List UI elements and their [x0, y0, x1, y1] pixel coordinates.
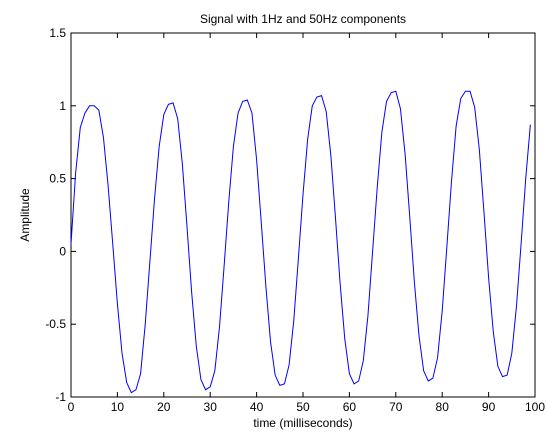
axis-ticks: 0 10 20 30 40 50 60 70 80 90 100 -1 -0.5 0 0.5 1 1.5 [45, 26, 545, 414]
y-tick-label: -1 [55, 390, 66, 404]
x-tick-label: 70 [389, 400, 403, 414]
plot-frame [70, 32, 536, 398]
x-tick-label: 50 [296, 400, 310, 414]
chart-title: Signal with 1Hz and 50Hz components [200, 12, 406, 26]
x-tick-label: 30 [204, 400, 218, 414]
x-tick-label: 80 [436, 400, 450, 414]
x-axis-title: time (milliseconds) [253, 416, 352, 430]
plot-area [70, 32, 536, 398]
x-tick-label: 40 [250, 400, 264, 414]
x-tick-label: 0 [68, 400, 75, 414]
y-tick-label: 1 [59, 99, 66, 113]
series-line-0 [70, 90, 531, 394]
series-group [70, 90, 531, 394]
x-tick-label: 20 [157, 400, 171, 414]
y-tick-label: 0.5 [49, 172, 66, 186]
x-tick-label: 10 [111, 400, 125, 414]
y-tick-label: -0.5 [45, 317, 66, 331]
x-tick-label: 90 [482, 400, 496, 414]
y-tick-label: 1.5 [49, 26, 66, 40]
y-axis-title: Amplitude [18, 188, 32, 242]
x-tick-label: 100 [525, 400, 545, 414]
y-tick-label: 0 [59, 244, 66, 258]
x-tick-label: 60 [343, 400, 357, 414]
